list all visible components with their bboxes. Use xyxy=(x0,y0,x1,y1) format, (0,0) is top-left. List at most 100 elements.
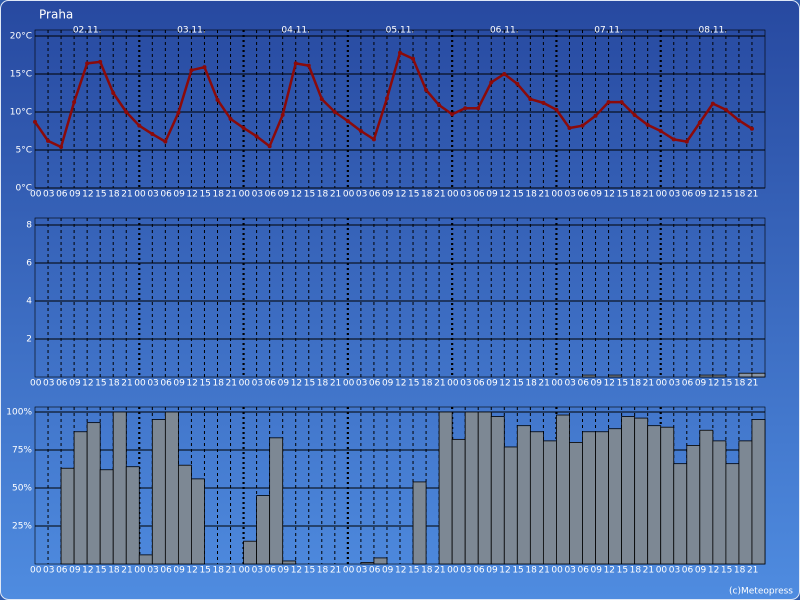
x-tick-label: 18 xyxy=(734,566,746,576)
x-tick-label: 21 xyxy=(226,566,237,576)
bar xyxy=(503,446,518,565)
x-tick-label: 12 xyxy=(499,379,510,389)
x-tick-label: 09 xyxy=(591,190,603,200)
chart-title: Praha xyxy=(39,8,73,22)
x-tick-label: 21 xyxy=(434,190,445,200)
bar xyxy=(686,445,701,565)
x-tick-label: 03 xyxy=(43,379,54,389)
bar xyxy=(282,560,297,565)
x-tick-label: 18 xyxy=(108,566,120,576)
x-tick-label: 00 xyxy=(134,190,146,200)
temperature-point xyxy=(189,68,194,73)
bar xyxy=(634,417,649,565)
bar xyxy=(438,411,453,565)
bar xyxy=(712,440,727,565)
bar xyxy=(373,557,388,565)
x-tick-label: 09 xyxy=(278,379,290,389)
x-tick-label: 15 xyxy=(617,379,628,389)
x-tick-label: 06 xyxy=(473,379,485,389)
x-tick-label: 15 xyxy=(721,190,732,200)
temperature-point xyxy=(424,87,429,92)
y-tick-label: 6 xyxy=(26,259,32,269)
x-tick-label: 18 xyxy=(317,190,329,200)
temperature-point xyxy=(215,97,220,102)
temperature-point xyxy=(358,129,363,133)
x-tick-label: 12 xyxy=(395,190,406,200)
x-tick-label: 09 xyxy=(173,190,185,200)
temperature-point xyxy=(345,119,350,124)
bar xyxy=(699,429,714,565)
x-tick-label: 06 xyxy=(160,190,172,200)
x-tick-label: 12 xyxy=(395,379,406,389)
x-tick-label: 09 xyxy=(486,566,498,576)
bar xyxy=(60,467,75,565)
x-tick-label: 03 xyxy=(669,190,680,200)
x-tick-label: 21 xyxy=(226,190,237,200)
x-tick-label: 18 xyxy=(421,190,433,200)
day-label: 05.11. xyxy=(386,26,415,36)
y-tick-label: 100% xyxy=(6,408,32,418)
bar xyxy=(542,440,557,565)
x-tick-label: 03 xyxy=(460,566,471,576)
bar xyxy=(725,463,740,565)
bar xyxy=(464,411,479,565)
bar xyxy=(608,374,623,378)
x-tick-label: 12 xyxy=(82,566,93,576)
x-tick-label: 21 xyxy=(330,566,341,576)
y-tick-label: 8 xyxy=(26,221,32,231)
x-tick-label: 09 xyxy=(382,190,394,200)
temperature-point xyxy=(33,119,37,124)
x-tick-label: 09 xyxy=(695,566,707,576)
x-tick-label: 03 xyxy=(669,379,680,389)
x-tick-label: 06 xyxy=(578,379,590,389)
x-tick-label: 03 xyxy=(564,379,575,389)
temperature-point xyxy=(176,110,181,115)
bar xyxy=(412,481,427,565)
temperature-point xyxy=(411,56,416,61)
x-tick-label: 12 xyxy=(291,190,302,200)
x-tick-label: 03 xyxy=(564,566,575,576)
temperature-point xyxy=(332,110,337,114)
x-tick-label: 06 xyxy=(160,566,172,576)
temperature-point xyxy=(202,65,207,70)
temperature-point xyxy=(723,107,728,112)
x-tick-label: 15 xyxy=(95,566,106,576)
bar xyxy=(751,419,766,565)
x-tick-label: 09 xyxy=(591,379,603,389)
x-tick-label: 00 xyxy=(447,566,459,576)
x-tick-label: 18 xyxy=(108,379,120,389)
bar xyxy=(360,562,375,565)
x-tick-label: 12 xyxy=(604,566,615,576)
x-tick-label: 21 xyxy=(747,379,758,389)
x-tick-label: 15 xyxy=(512,190,523,200)
x-tick-label: 09 xyxy=(695,190,707,200)
x-tick-label: 03 xyxy=(669,566,680,576)
x-tick-label: 21 xyxy=(121,379,132,389)
x-tick-label: 18 xyxy=(421,379,433,389)
x-tick-label: 03 xyxy=(43,190,54,200)
x-tick-label: 15 xyxy=(408,379,419,389)
x-tick-label: 00 xyxy=(239,190,251,200)
temperature-point xyxy=(619,100,624,105)
bar xyxy=(608,428,623,565)
x-tick-label: 15 xyxy=(721,566,732,576)
temperature-point xyxy=(697,120,702,125)
x-tick-label: 12 xyxy=(291,379,302,389)
bar xyxy=(138,554,153,565)
x-tick-label: 00 xyxy=(343,190,355,200)
x-tick-label: 12 xyxy=(186,190,197,200)
temperature-point xyxy=(137,123,142,128)
x-tick-label: 21 xyxy=(643,566,654,576)
x-tick-label: 18 xyxy=(213,379,225,389)
bar xyxy=(673,463,688,565)
x-tick-label: 06 xyxy=(578,190,590,200)
temperature-point xyxy=(580,123,585,128)
bar xyxy=(191,478,205,565)
temperature-point xyxy=(163,139,168,144)
x-tick-label: 00 xyxy=(30,566,42,576)
x-tick-label: 18 xyxy=(734,190,746,200)
temperature-point xyxy=(593,113,598,118)
x-tick-label: 15 xyxy=(512,379,523,389)
x-tick-label: 03 xyxy=(356,379,367,389)
